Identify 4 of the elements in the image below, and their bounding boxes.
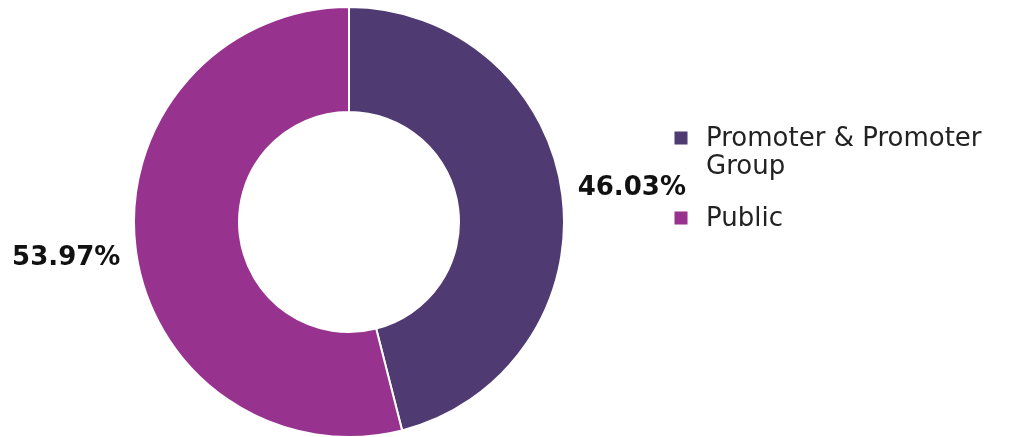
data-label: 53.97% bbox=[12, 241, 121, 272]
legend-label: Promoter & Promoter Group bbox=[706, 122, 982, 180]
data-label: 46.03% bbox=[577, 170, 686, 201]
legend-label: Public bbox=[706, 202, 783, 232]
